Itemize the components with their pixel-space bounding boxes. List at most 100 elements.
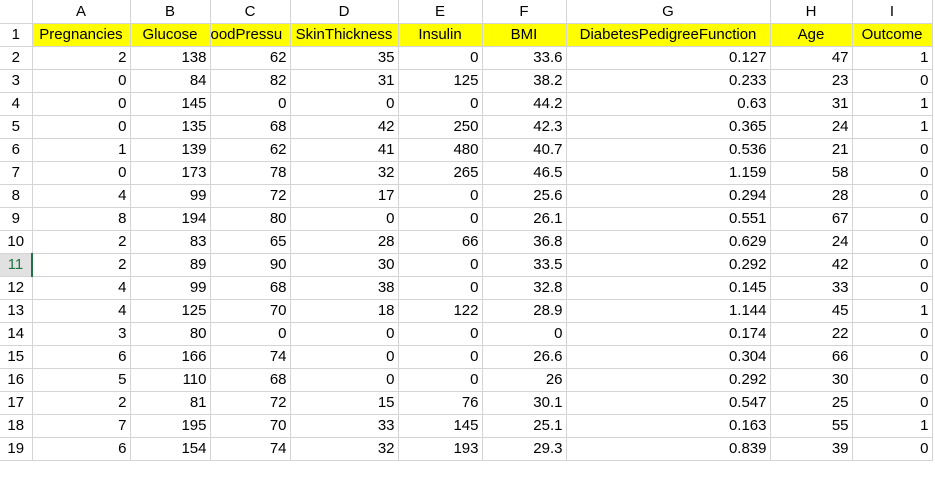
- row-header[interactable]: 7: [0, 161, 33, 185]
- cell[interactable]: 24: [770, 115, 853, 139]
- cell[interactable]: 30: [770, 368, 853, 392]
- cell[interactable]: 2: [32, 230, 131, 254]
- cell[interactable]: 42.3: [482, 115, 567, 139]
- header-cell-diabetespedigreefunction[interactable]: DiabetesPedigreeFunction: [566, 23, 771, 47]
- cell[interactable]: 26.6: [482, 345, 567, 369]
- cell[interactable]: 0: [210, 322, 291, 346]
- cell[interactable]: 0.629: [566, 230, 771, 254]
- cell[interactable]: 25: [770, 391, 853, 415]
- cell[interactable]: 125: [130, 299, 211, 323]
- row-header[interactable]: 12: [0, 276, 33, 300]
- cell[interactable]: 0: [852, 161, 933, 185]
- cell[interactable]: 0: [398, 46, 483, 70]
- cell[interactable]: 1: [852, 414, 933, 438]
- cell[interactable]: 44.2: [482, 92, 567, 116]
- cell[interactable]: 76: [398, 391, 483, 415]
- cell[interactable]: 4: [32, 299, 131, 323]
- row-header[interactable]: 10: [0, 230, 33, 254]
- cell[interactable]: 0: [290, 368, 399, 392]
- cell[interactable]: 33.6: [482, 46, 567, 70]
- cell[interactable]: 21: [770, 138, 853, 162]
- cell[interactable]: 26.1: [482, 207, 567, 231]
- cell[interactable]: 67: [770, 207, 853, 231]
- cell[interactable]: 173: [130, 161, 211, 185]
- column-header-d[interactable]: D: [290, 0, 399, 24]
- cell[interactable]: 0: [290, 207, 399, 231]
- cell[interactable]: 38: [290, 276, 399, 300]
- cell[interactable]: 0: [852, 276, 933, 300]
- cell[interactable]: 0.365: [566, 115, 771, 139]
- row-header[interactable]: 6: [0, 138, 33, 162]
- column-header-f[interactable]: F: [482, 0, 567, 24]
- cell[interactable]: 0.292: [566, 368, 771, 392]
- cell[interactable]: 3: [32, 322, 131, 346]
- cell[interactable]: 31: [770, 92, 853, 116]
- cell[interactable]: 38.2: [482, 69, 567, 93]
- cell[interactable]: 28: [290, 230, 399, 254]
- cell[interactable]: 82: [210, 69, 291, 93]
- cell[interactable]: 68: [210, 115, 291, 139]
- cell[interactable]: 81: [130, 391, 211, 415]
- cell[interactable]: 0: [32, 92, 131, 116]
- cell[interactable]: 0: [482, 322, 567, 346]
- cell[interactable]: 0.63: [566, 92, 771, 116]
- cell[interactable]: 0: [398, 207, 483, 231]
- cell[interactable]: 7: [32, 414, 131, 438]
- row-header[interactable]: 16: [0, 368, 33, 392]
- row-header[interactable]: 19: [0, 437, 33, 461]
- row-header[interactable]: 17: [0, 391, 33, 415]
- cell[interactable]: 66: [398, 230, 483, 254]
- cell[interactable]: 0: [32, 161, 131, 185]
- cell[interactable]: 135: [130, 115, 211, 139]
- column-header-g[interactable]: G: [566, 0, 771, 24]
- cell[interactable]: 84: [130, 69, 211, 93]
- cell[interactable]: 250: [398, 115, 483, 139]
- cell[interactable]: 23: [770, 69, 853, 93]
- cell[interactable]: 31: [290, 69, 399, 93]
- cell[interactable]: 25.6: [482, 184, 567, 208]
- cell[interactable]: 83: [130, 230, 211, 254]
- cell[interactable]: 0.839: [566, 437, 771, 461]
- cell[interactable]: 122: [398, 299, 483, 323]
- column-header-h[interactable]: H: [770, 0, 853, 24]
- cell[interactable]: 99: [130, 276, 211, 300]
- cell[interactable]: 2: [32, 253, 131, 277]
- cell[interactable]: 58: [770, 161, 853, 185]
- header-cell-skinthickness[interactable]: SkinThickness: [290, 23, 399, 47]
- row-header[interactable]: 11: [0, 253, 33, 277]
- header-cell-bmi[interactable]: BMI: [482, 23, 567, 47]
- cell[interactable]: 0: [32, 69, 131, 93]
- cell[interactable]: 110: [130, 368, 211, 392]
- cell[interactable]: 480: [398, 138, 483, 162]
- cell[interactable]: 30.1: [482, 391, 567, 415]
- column-header-e[interactable]: E: [398, 0, 483, 24]
- cell[interactable]: 42: [290, 115, 399, 139]
- cell[interactable]: 0: [852, 253, 933, 277]
- cell[interactable]: 0: [398, 322, 483, 346]
- cell[interactable]: 139: [130, 138, 211, 162]
- cell[interactable]: 6: [32, 345, 131, 369]
- cell[interactable]: 15: [290, 391, 399, 415]
- cell[interactable]: 0: [398, 184, 483, 208]
- cell[interactable]: 0: [398, 92, 483, 116]
- cell[interactable]: 0.292: [566, 253, 771, 277]
- cell[interactable]: 0: [852, 230, 933, 254]
- cell[interactable]: 193: [398, 437, 483, 461]
- cell[interactable]: 33: [290, 414, 399, 438]
- cell[interactable]: 0: [290, 92, 399, 116]
- cell[interactable]: 42: [770, 253, 853, 277]
- cell[interactable]: 74: [210, 345, 291, 369]
- cell[interactable]: 8: [32, 207, 131, 231]
- header-cell-glucose[interactable]: Glucose: [130, 23, 211, 47]
- cell[interactable]: 62: [210, 46, 291, 70]
- cell[interactable]: 80: [130, 322, 211, 346]
- cell[interactable]: 40.7: [482, 138, 567, 162]
- cell[interactable]: 4: [32, 276, 131, 300]
- cell[interactable]: 47: [770, 46, 853, 70]
- cell[interactable]: 29.3: [482, 437, 567, 461]
- cell[interactable]: 195: [130, 414, 211, 438]
- cell[interactable]: 28: [770, 184, 853, 208]
- cell[interactable]: 70: [210, 299, 291, 323]
- cell[interactable]: 28.9: [482, 299, 567, 323]
- cell[interactable]: 0: [290, 322, 399, 346]
